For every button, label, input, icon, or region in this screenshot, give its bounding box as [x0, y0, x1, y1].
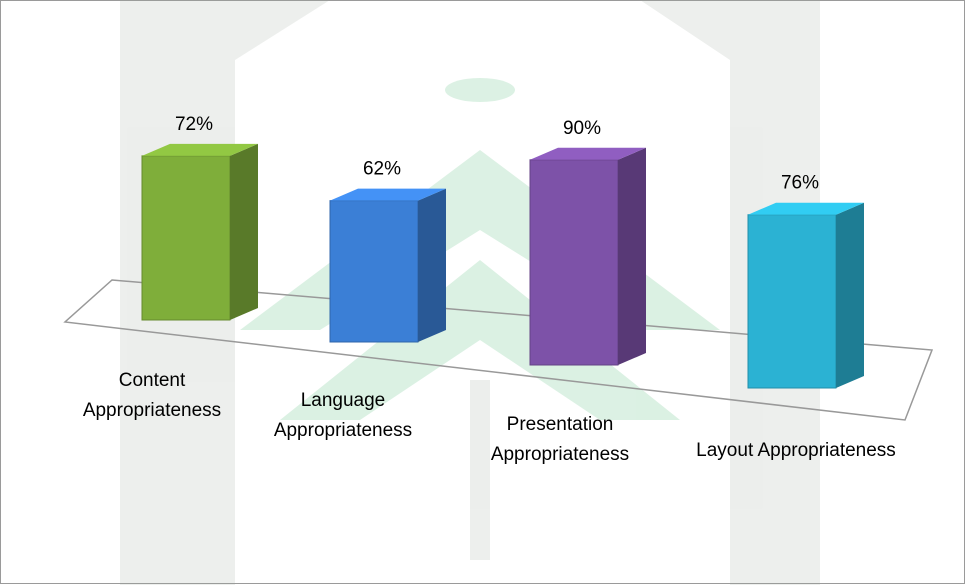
category-label: Presentation Appropriateness	[490, 414, 630, 465]
bar-top	[530, 147, 646, 160]
bar-top	[330, 188, 446, 201]
category-label: Content Appropriateness	[82, 370, 222, 421]
bar-side	[618, 147, 646, 365]
category-label: Layout Appropriateness	[696, 440, 896, 461]
bar-side	[836, 202, 864, 388]
bar-front	[329, 200, 419, 343]
bar-front	[141, 155, 231, 321]
value-label: 62%	[363, 159, 401, 180]
floor	[63, 279, 934, 421]
value-label: 72%	[175, 114, 213, 135]
bar-front	[747, 214, 837, 389]
bar-side	[230, 143, 258, 320]
bar-top	[748, 202, 864, 215]
bar-top	[142, 143, 258, 156]
value-label: 76%	[781, 173, 819, 194]
bar-side	[418, 188, 446, 342]
bar-front	[529, 159, 619, 366]
category-label: Language Appropriateness	[273, 390, 413, 441]
value-label: 90%	[563, 118, 601, 139]
